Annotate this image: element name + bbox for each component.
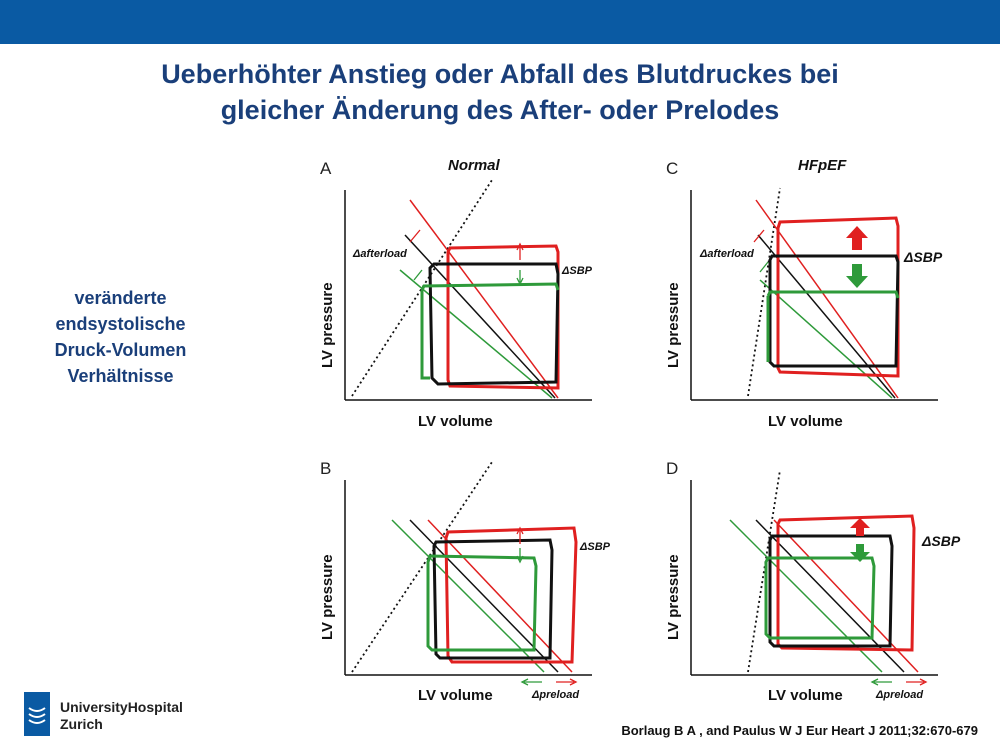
sbp-up-arrow-head	[516, 526, 524, 535]
side-note-line-4: Verhältnisse	[67, 366, 174, 386]
ea-line-increased	[773, 519, 919, 673]
panel-b: B LV pressure LV volume ΔSBP Δpreload	[319, 459, 611, 704]
y-axis-label: LV pressure	[319, 554, 336, 640]
pv-loop-baseline	[428, 262, 560, 386]
slide-title-line-1: Ueberhöhter Anstieg oder Abfall des Blut…	[161, 59, 839, 89]
side-note: veränderte endsystolische Druck-Volumen …	[18, 285, 223, 389]
panel-b-letter: B	[320, 459, 331, 478]
university-logo-icon	[24, 692, 50, 736]
sbp-up-arrow	[846, 226, 868, 250]
sbp-annotation: ΔSBP	[903, 249, 943, 265]
y-axis-label: LV pressure	[319, 282, 336, 368]
panel-a-letter: A	[320, 159, 332, 178]
ea-line-increased	[409, 199, 559, 399]
panel-c-title: HFpEF	[798, 157, 847, 174]
pv-loop-increased	[446, 244, 560, 390]
pv-loop-baseline	[768, 534, 894, 648]
university-logo-text: UniversityHospital Zurich	[60, 699, 183, 733]
x-axis-label: LV volume	[418, 413, 493, 430]
ea-line-baseline	[404, 234, 556, 399]
afterload-annotation: Δafterload	[352, 248, 407, 260]
ea-line-decreased	[399, 269, 553, 399]
panel-a-title: Normal	[448, 157, 501, 174]
y-axis-label: LV pressure	[665, 282, 682, 368]
side-note-line-1: veränderte	[74, 288, 167, 308]
panel-d: D LV pressure LV volume ΔSBP Δpreload	[665, 459, 961, 704]
sbp-down-arrow-head	[516, 555, 524, 564]
side-note-line-2: endsystolische	[55, 314, 186, 334]
pv-loop-increased	[776, 216, 900, 378]
preload-left-arrow-head	[870, 678, 879, 686]
preload-annotation: Δpreload	[875, 689, 923, 701]
sbp-down-arrow-head	[516, 277, 524, 286]
pv-loop-baseline	[432, 538, 554, 660]
pv-loop-decreased	[764, 556, 876, 640]
slide-title: Ueberhöhter Anstieg oder Abfall des Blut…	[20, 56, 980, 128]
ea-line-decreased	[759, 279, 893, 399]
pv-loop-decreased	[420, 282, 560, 380]
espvr-line	[351, 461, 493, 673]
x-axis-label: LV volume	[418, 687, 493, 704]
preload-right-arrow-head	[569, 678, 578, 686]
pv-loop-increased	[444, 526, 578, 664]
x-axis-label: LV volume	[768, 687, 843, 704]
ea-line-decreased	[391, 519, 545, 673]
ea-line-increased	[427, 519, 573, 673]
side-note-line-3: Druck-Volumen	[54, 340, 187, 360]
sbp-annotation: ΔSBP	[561, 265, 593, 277]
afterload-annotation: Δafterload	[699, 248, 754, 260]
sbp-annotation: ΔSBP	[921, 533, 961, 549]
panel-d-letter: D	[666, 459, 678, 478]
afterload-up-arrow	[409, 229, 421, 243]
logo-text-line-1: UniversityHospital	[60, 699, 183, 715]
y-axis-label: LV pressure	[665, 554, 682, 640]
sbp-down-arrow	[846, 264, 868, 288]
espvr-line	[747, 469, 781, 673]
pv-loop-decreased	[426, 554, 538, 652]
ea-line-baseline	[757, 234, 896, 399]
logo-text-line-2: Zurich	[60, 716, 103, 732]
preload-annotation: Δpreload	[531, 689, 579, 701]
afterload-down-arrow	[759, 261, 769, 273]
preload-right-arrow-head	[919, 678, 928, 686]
panel-c: C HFpEF LV pressure LV volume ΔSBP Δafte…	[665, 157, 943, 430]
espvr-line	[747, 187, 781, 397]
slide-title-line-2: gleicher Änderung des After- oder Prelod…	[220, 95, 780, 125]
sbp-up-arrow	[850, 518, 870, 536]
preload-left-arrow-head	[520, 678, 529, 686]
pv-loop-baseline	[768, 254, 900, 368]
afterload-up-arrow	[753, 229, 765, 243]
sbp-up-arrow-head	[516, 242, 524, 251]
citation: Borlaug B A , and Paulus W J Eur Heart J…	[621, 723, 978, 738]
panel-a: A Normal LV pressure LV volume ΔSBP Δaft…	[319, 157, 593, 430]
header-bar	[0, 0, 1000, 44]
panel-c-letter: C	[666, 159, 678, 178]
x-axis-label: LV volume	[768, 413, 843, 430]
pv-loop-decreased	[766, 290, 900, 362]
sbp-annotation: ΔSBP	[579, 541, 611, 553]
afterload-down-arrow	[413, 269, 423, 281]
sbp-down-arrow	[850, 544, 870, 562]
